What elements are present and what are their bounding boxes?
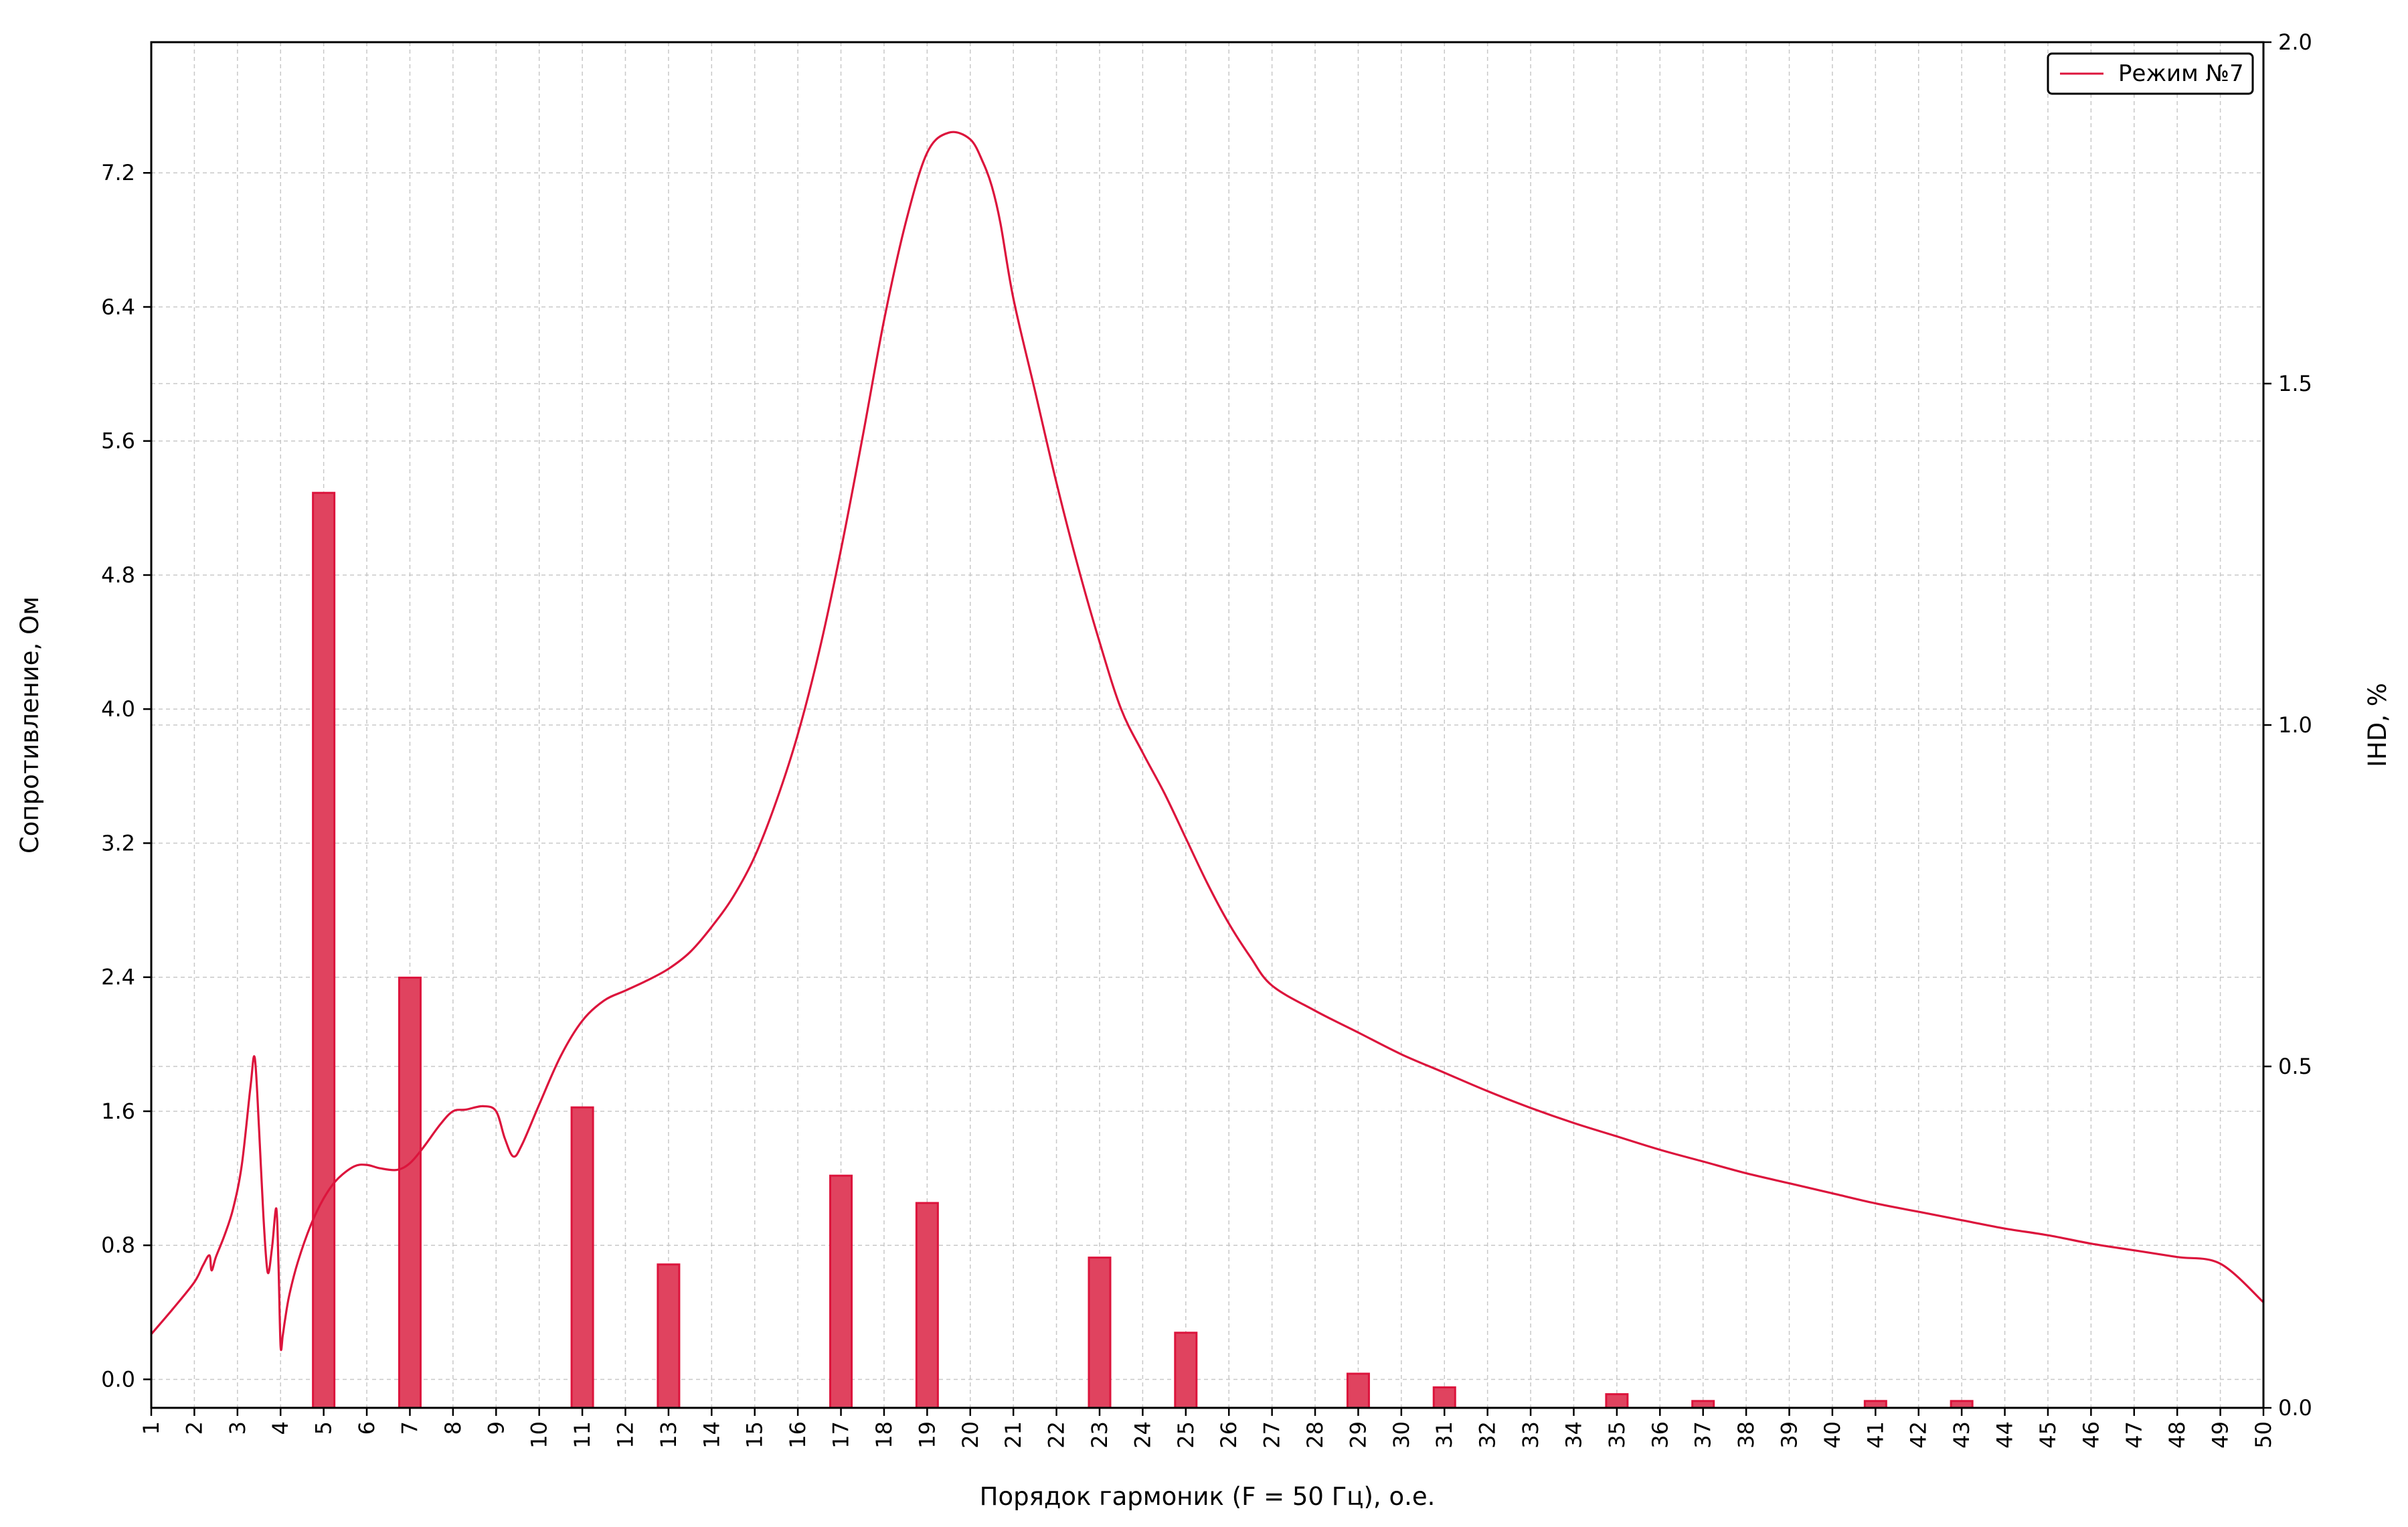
y-left-tick-label: 6.4: [101, 294, 135, 319]
ihd-bar: [829, 1174, 853, 1409]
x-tick-label: 15: [742, 1421, 768, 1449]
x-tick-label: 47: [2122, 1421, 2147, 1449]
x-tick-label: 16: [785, 1421, 810, 1449]
x-tick-label: 18: [871, 1421, 897, 1449]
x-tick-label: 45: [2035, 1421, 2061, 1449]
y-right-tick-label: 0.5: [2278, 1054, 2312, 1079]
y-left-tick-label: 4.8: [101, 562, 135, 588]
x-tick-label: 8: [440, 1421, 466, 1435]
x-tick-label: 14: [699, 1421, 724, 1449]
x-tick-label: 20: [958, 1421, 983, 1449]
y-right-tick-label: 2.0: [2278, 29, 2312, 55]
y-left-tick-label: 4.0: [101, 696, 135, 722]
x-tick-label: 22: [1044, 1421, 1069, 1449]
legend-label: Режим №7: [2118, 60, 2244, 87]
y-left-tick-label: 3.2: [101, 830, 135, 856]
impedance-line-layer: [150, 131, 2265, 1352]
x-tick-label: 6: [354, 1421, 379, 1435]
ihd-bars: [312, 491, 1974, 1409]
x-tick-label: 17: [829, 1421, 854, 1449]
ihd-bar: [1346, 1372, 1370, 1409]
y-axis-right-title: IHD, %: [2363, 683, 2392, 767]
x-tick-label: 50: [2251, 1421, 2276, 1449]
x-tick-label: 33: [1518, 1421, 1543, 1449]
ihd-bar: [1605, 1393, 1629, 1409]
x-tick-label: 9: [483, 1421, 509, 1435]
y-left-tick-label: 5.6: [101, 428, 135, 454]
x-tick-label: 29: [1345, 1421, 1371, 1449]
x-tick-label: 44: [1992, 1421, 2018, 1449]
x-tick-label: 13: [656, 1421, 681, 1449]
y-left-tick-label: 0.8: [101, 1232, 135, 1258]
x-tick-label: 49: [2208, 1421, 2233, 1449]
ihd-bar: [1863, 1400, 1887, 1409]
x-tick-label: 26: [1216, 1421, 1241, 1449]
x-tick-label: 37: [1691, 1421, 1716, 1449]
legend-box: [2047, 52, 2254, 95]
ihd-bar: [1432, 1386, 1456, 1409]
y-left-tick-label: 2.4: [101, 965, 135, 990]
y-left-tick-label: 7.2: [101, 160, 135, 185]
y-right-tick-label: 0.0: [2278, 1395, 2312, 1421]
x-tick-label: 39: [1777, 1421, 1802, 1449]
x-tick-label: 21: [1001, 1421, 1026, 1449]
ihd-bar: [657, 1263, 681, 1409]
impedance-line: [150, 131, 2265, 1352]
x-tick-label: 31: [1432, 1421, 1457, 1449]
x-tick-label: 23: [1087, 1421, 1112, 1449]
ihd-bar: [1950, 1400, 1974, 1409]
x-tick-label: 4: [268, 1421, 293, 1435]
x-axis: 1 2 3 4 5 6 7 8 9 10 11 12 13 14 15 16 17 18 19 20 21 22 23 24 2…: [139, 1408, 2276, 1449]
x-tick-label: 30: [1389, 1421, 1414, 1449]
ihd-bar: [1088, 1257, 1112, 1409]
x-tick-label: 48: [2164, 1421, 2190, 1449]
x-tick-label: 10: [527, 1421, 552, 1449]
x-tick-label: 43: [1949, 1421, 1974, 1449]
ihd-bar: [570, 1106, 594, 1409]
x-tick-label: 1: [139, 1421, 164, 1435]
x-tick-label: 12: [612, 1421, 638, 1449]
x-tick-label: 25: [1173, 1421, 1199, 1449]
y-left-tick-label: 1.6: [101, 1099, 135, 1124]
x-tick-label: 5: [311, 1421, 337, 1435]
y-axis-left: 0.0 0.8 1.6 2.4 3.2 4.0 4.8 5.6 6.4 7.2: [101, 160, 151, 1392]
ihd-bar: [312, 491, 336, 1409]
x-tick-label: 7: [397, 1421, 422, 1435]
x-tick-label: 27: [1260, 1421, 1285, 1449]
x-tick-label: 24: [1130, 1421, 1155, 1449]
x-tick-label: 35: [1604, 1421, 1630, 1449]
x-tick-label: 11: [570, 1421, 595, 1449]
x-tick-label: 46: [2078, 1421, 2103, 1449]
x-axis-title: Порядок гармоник (F = 50 Гц), о.е.: [980, 1482, 1436, 1511]
x-tick-label: 28: [1302, 1421, 1328, 1449]
ihd-bar: [915, 1202, 939, 1409]
y-axis-left-title: Сопротивление, Ом: [15, 596, 44, 854]
x-tick-label: 19: [914, 1421, 940, 1449]
x-tick-label: 32: [1475, 1421, 1500, 1449]
y-left-tick-label: 0.0: [101, 1366, 135, 1392]
x-tick-label: 40: [1820, 1421, 1845, 1449]
x-tick-label: 34: [1561, 1421, 1586, 1449]
grid: [151, 42, 2264, 1409]
x-tick-label: 3: [225, 1421, 250, 1435]
x-tick-label: 38: [1733, 1421, 1759, 1449]
ihd-bar: [398, 976, 422, 1409]
y-axis-right: 0.0 0.5 1.0 1.5 2.0: [2263, 29, 2312, 1421]
ihd-bar: [1691, 1400, 1715, 1409]
ihd-bar: [1174, 1332, 1198, 1409]
y-right-tick-label: 1.0: [2278, 712, 2312, 738]
x-tick-label: 2: [181, 1421, 207, 1435]
x-tick-label: 36: [1647, 1421, 1672, 1449]
legend: Режим №7: [2047, 52, 2254, 95]
x-tick-label: 42: [1906, 1421, 1931, 1449]
x-tick-label: 41: [1863, 1421, 1888, 1449]
y-right-tick-label: 1.5: [2278, 371, 2312, 396]
